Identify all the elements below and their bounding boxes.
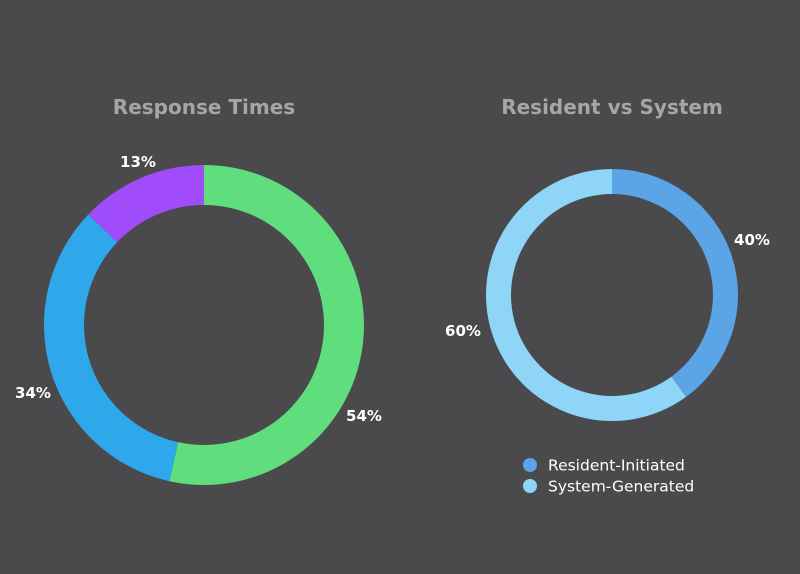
response-times-slice-1 — [169, 165, 364, 485]
resident-vs-system-slice-label-2: 60% — [445, 322, 481, 340]
resident-vs-system-title: Resident vs System — [501, 95, 723, 119]
legend-swatch-system-generated — [523, 479, 537, 493]
response-times-title: Response Times — [113, 95, 295, 119]
response-times-slice-2 — [43, 214, 179, 482]
resident-vs-system-slices — [485, 169, 738, 422]
response-times-slices — [43, 165, 364, 485]
resident-vs-system-slice-system-generated — [485, 169, 687, 422]
legend-label-system-generated: System-Generated — [548, 478, 694, 496]
resident-vs-system-labels: 40% 60% — [445, 231, 770, 340]
response-times-slice-3 — [88, 165, 204, 243]
resident-vs-system-slice-resident-initiated — [612, 169, 738, 397]
resident-vs-system-chart: Resident vs System 40% 60% Resident-Initi… — [445, 95, 770, 496]
resident-vs-system-slice-label-1: 40% — [734, 231, 770, 249]
response-times-labels: 54% 34% 13% — [15, 153, 382, 425]
response-times-chart: Response Times 54% 34% 13% — [15, 95, 382, 485]
legend-label-resident-initiated: Resident-Initiated — [548, 457, 685, 475]
resident-vs-system-legend: Resident-Initiated System-Generated — [523, 457, 694, 496]
legend-swatch-resident-initiated — [523, 458, 537, 472]
response-times-slice-label-2: 34% — [15, 384, 51, 402]
response-times-slice-label-1: 54% — [346, 407, 382, 425]
response-times-slice-label-3: 13% — [120, 153, 156, 171]
